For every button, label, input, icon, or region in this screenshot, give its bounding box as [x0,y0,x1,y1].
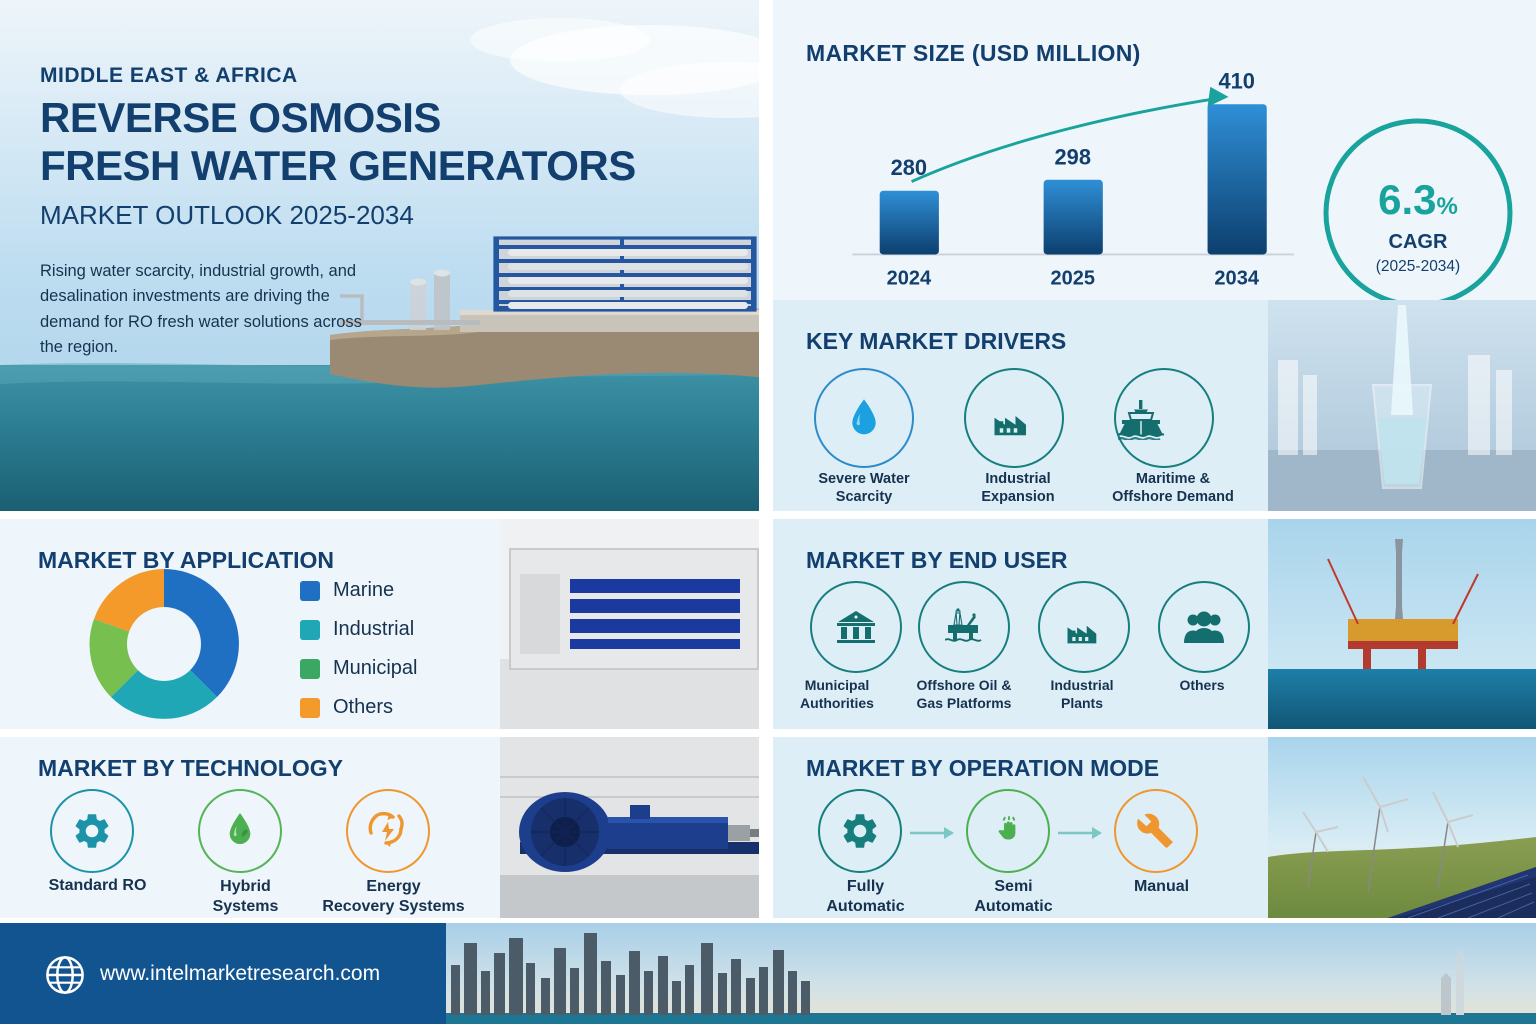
svg-text:(2025-2034): (2025-2034) [1376,258,1460,275]
svg-text:410: 410 [1218,69,1254,94]
svg-text:2024: 2024 [887,268,932,290]
svg-text:6.3%: 6.3% [1378,176,1458,223]
svg-text:298: 298 [1055,144,1091,169]
svg-text:2034: 2034 [1214,268,1259,290]
svg-text:CAGR: CAGR [1389,231,1448,253]
svg-text:2025: 2025 [1051,268,1096,290]
